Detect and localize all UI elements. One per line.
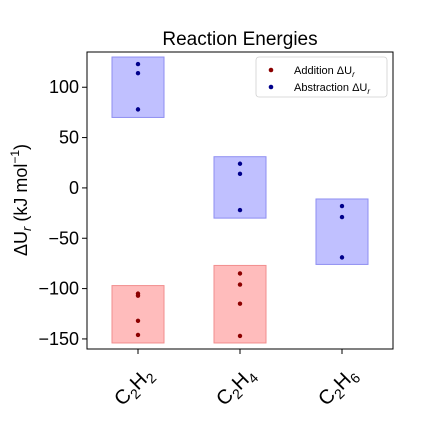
abstraction-range-box — [315, 198, 369, 265]
abstraction-data-point — [237, 171, 243, 177]
y-tick-label: 0 — [69, 178, 79, 198]
legend: Addition ΔUr Abstraction ΔUr — [255, 56, 388, 98]
legend-frame — [255, 56, 388, 98]
addition-data-point — [237, 301, 243, 306]
legend-marker-abstraction — [268, 84, 274, 90]
addition-data-point — [135, 293, 141, 298]
y-axis-label-sub: r — [19, 226, 34, 231]
y-tick-label: 50 — [59, 128, 79, 148]
addition-data-point — [237, 271, 243, 276]
y-axis-label-units-sup: −1 — [8, 150, 22, 164]
legend-label-abstraction-main: Abstraction ΔU — [294, 82, 367, 94]
boxes-layer — [111, 56, 369, 344]
abstraction-data-point — [339, 255, 345, 260]
points-layer — [135, 61, 345, 339]
y-axis-label-units: (kJ mol — [11, 164, 31, 227]
abstraction-data-point — [135, 70, 141, 76]
legend-label-addition-main: Addition ΔU — [294, 65, 352, 77]
y-axis: 100 50 0 −50 −100 −150 — [38, 77, 87, 349]
abstraction-data-point — [237, 207, 243, 213]
abstraction-data-point — [339, 214, 345, 220]
y-axis-label: ΔUr (kJ mol−1) — [8, 144, 34, 256]
y-tick-label: −50 — [48, 228, 79, 248]
abstraction-data-point — [135, 61, 141, 67]
x-tick-label: C2H6 — [314, 363, 363, 412]
x-axis: C2H2 C2H4 C2H6 — [110, 349, 364, 412]
legend-label-addition: Addition ΔUr — [294, 65, 355, 79]
y-tick-label: −150 — [38, 329, 79, 349]
legend-label-abstraction: Abstraction ΔUr — [294, 82, 370, 96]
x-tick-label: C2H2 — [110, 363, 159, 412]
y-axis-label-units-end: ) — [11, 144, 31, 150]
x-tick-label: C2H4 — [212, 363, 261, 412]
y-tick-label: 100 — [49, 77, 79, 97]
abstraction-data-point — [135, 107, 141, 112]
addition-data-point — [135, 318, 141, 324]
abstraction-range-box — [111, 56, 165, 118]
chart-title: Reaction Energies — [162, 29, 317, 50]
legend-marker-addition — [268, 67, 274, 73]
addition-data-point — [135, 332, 141, 338]
abstraction-data-point — [237, 161, 243, 166]
addition-data-point — [237, 282, 243, 287]
legend-label-addition-sub: r — [352, 70, 355, 79]
legend-label-abstraction-sub: r — [367, 87, 370, 96]
y-axis-label-main: ΔU — [11, 231, 31, 256]
addition-data-point — [237, 333, 243, 339]
y-tick-label: −100 — [38, 279, 79, 299]
abstraction-data-point — [339, 203, 345, 209]
